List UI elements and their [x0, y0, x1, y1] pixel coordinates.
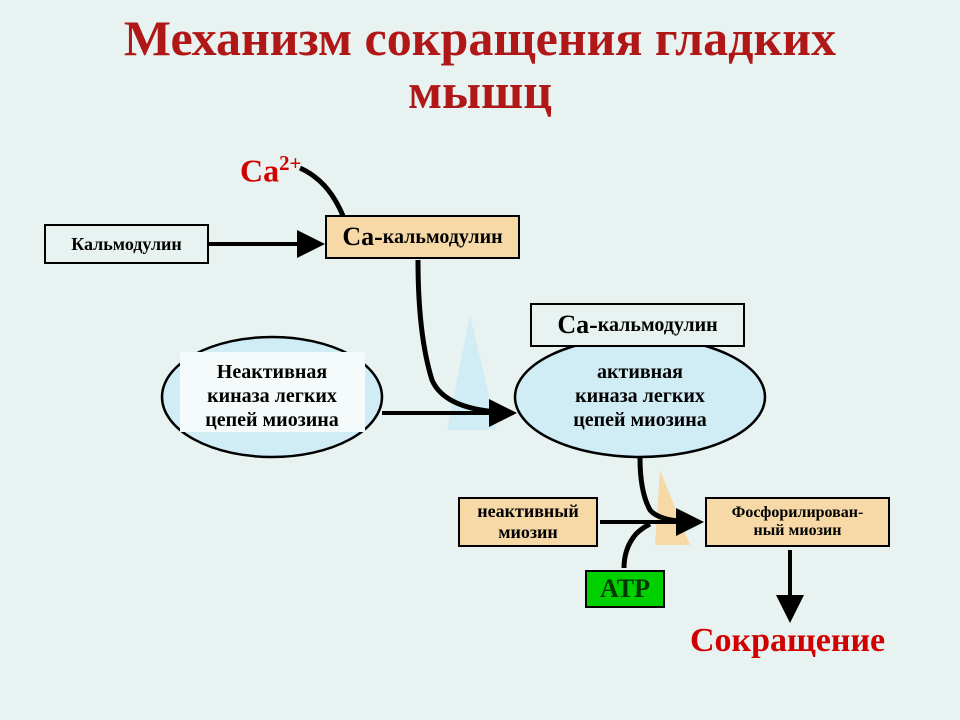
phospho-myosin-l1: Фосфорилирован- — [732, 504, 864, 522]
ca-calmodulin-box-1: Ca-кальмодулин — [325, 215, 520, 259]
accent-wedge-light — [447, 315, 497, 430]
inactive-kinase-l1: Неактивная — [217, 361, 327, 383]
ca-calmodulin-2-text: кальмодулин — [598, 314, 718, 337]
inactive-myosin-l1: неактивный — [477, 501, 578, 522]
contraction-text: Сокращение — [690, 622, 885, 659]
accent-wedge-orange — [655, 470, 690, 545]
arrow-atp-up-curve — [624, 524, 650, 568]
atp-box: ATP — [585, 570, 665, 608]
phospho-myosin-l2: ный миозин — [754, 522, 842, 540]
active-kinase-l2: киназа легких — [575, 385, 705, 407]
active-kinase-l1: активная — [597, 361, 683, 383]
contraction-label: Сокращение — [690, 622, 885, 660]
ca-ion-text: Ca — [240, 153, 279, 189]
title-line-1: Механизм сокращения гладких — [124, 10, 836, 66]
ca-ion-sup: 2+ — [279, 152, 301, 175]
inactive-myosin-box: неактивный миозин — [458, 497, 598, 547]
inactive-kinase-label: Неактивная киназа легких цепей миозина — [162, 360, 382, 432]
ca-ion-label: Ca2+ — [240, 152, 301, 190]
inactive-kinase-l2: киназа легких — [207, 385, 337, 407]
active-kinase-label: активная киназа легких цепей миозина — [530, 360, 750, 432]
title-line-2: мышц — [408, 63, 552, 119]
ca-calmodulin-1-text: кальмодулин — [383, 226, 503, 249]
ca-calmodulin-box-2: Ca-кальмодулин — [530, 303, 745, 347]
atp-text: ATP — [600, 574, 650, 604]
calmodulin-text: Кальмодулин — [71, 234, 182, 255]
inactive-myosin-l2: миозин — [498, 522, 558, 543]
arrow-active-kinase-down-curve — [640, 458, 697, 522]
active-kinase-l3: цепей миозина — [573, 409, 707, 431]
ca-calmodulin-1-prefix: Ca- — [342, 222, 382, 252]
page-title: Механизм сокращения гладких мышц — [0, 12, 960, 117]
inactive-kinase-l3: цепей миозина — [205, 409, 339, 431]
calmodulin-box: Кальмодулин — [44, 224, 209, 264]
ca-calmodulin-2-prefix: Ca- — [557, 310, 597, 340]
phospho-myosin-box: Фосфорилирован- ный миозин — [705, 497, 890, 547]
arrow-cacalmodulin-down-curve — [418, 260, 498, 412]
